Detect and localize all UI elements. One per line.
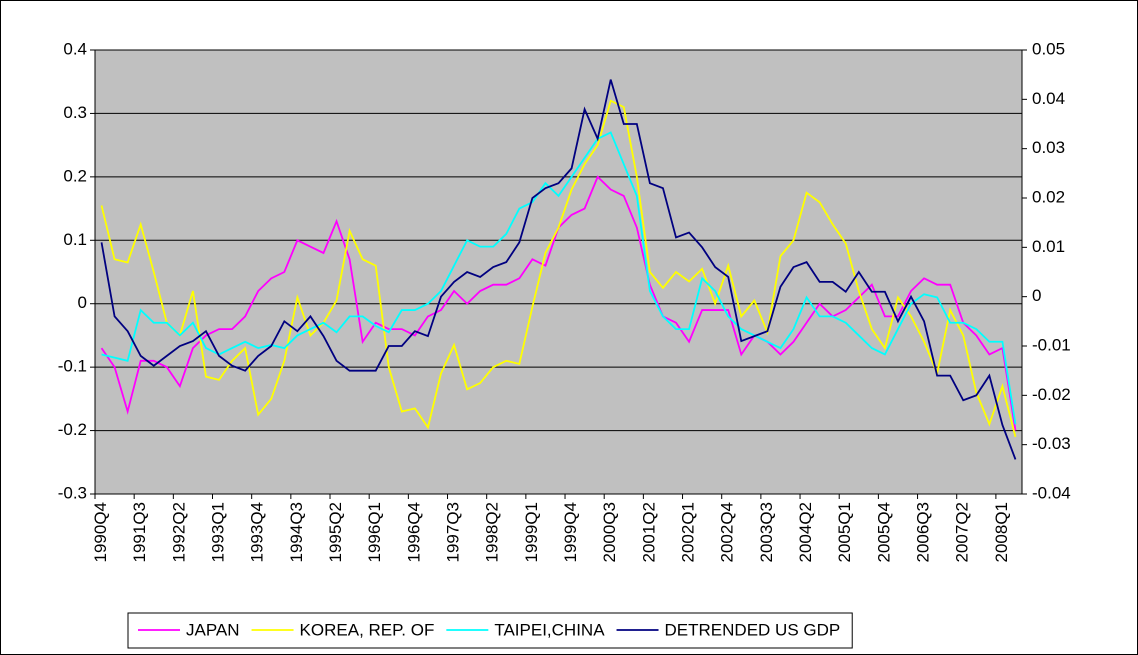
y2-tick-label: 0.03 xyxy=(1032,138,1065,157)
y-tick-label: 0.4 xyxy=(63,39,87,58)
legend-label: KOREA, REP. OF xyxy=(300,620,435,639)
y2-tick-label: 0.05 xyxy=(1032,39,1065,58)
series-line xyxy=(100,79,1017,460)
x-tick-label: 1999Q1 xyxy=(522,502,541,563)
x-tick-label: 1992Q2 xyxy=(169,502,188,563)
x-tick-label: 1995Q2 xyxy=(326,502,345,563)
x-tick-label: 1994Q3 xyxy=(287,502,306,563)
y-tick-label: 0 xyxy=(78,293,87,312)
y2-tick-label: 0 xyxy=(1032,286,1041,305)
series-line xyxy=(100,99,1017,438)
x-tick-label: 1991Q3 xyxy=(130,502,149,563)
x-tick-label: 1996Q1 xyxy=(365,502,384,563)
y2-tick-label: -0.03 xyxy=(1032,434,1071,453)
y-tick-label: 0.3 xyxy=(63,103,87,122)
x-tick-label: 2000Q3 xyxy=(600,502,619,563)
x-tick-label: 2002Q1 xyxy=(679,502,698,563)
x-tick-label: 1999Q4 xyxy=(561,502,580,563)
y-tick-label: -0.1 xyxy=(58,357,87,376)
x-tick-label: 2004Q2 xyxy=(796,502,815,563)
y2-tick-label: -0.01 xyxy=(1032,335,1071,354)
x-tick-label: 2001Q2 xyxy=(639,502,658,563)
x-tick-label: 1993Q4 xyxy=(248,502,267,563)
x-tick-label: 2006Q3 xyxy=(914,502,933,563)
x-tick-label: 2003Q3 xyxy=(757,502,776,563)
legend: JAPAN KOREA, REP. OF TAIPEI,CHINA DETRENDED… xyxy=(127,612,853,649)
y2-tick-label: -0.02 xyxy=(1032,385,1071,404)
y2-tick-label: 0.01 xyxy=(1032,237,1065,256)
y-tick-label: 0.1 xyxy=(63,230,87,249)
x-tick-label: 1990Q4 xyxy=(91,502,110,563)
y-tick-label: -0.3 xyxy=(58,483,87,502)
y-tick-label: -0.2 xyxy=(58,420,87,439)
y-tick-label: 0.2 xyxy=(63,166,87,185)
x-tick-label: 2007Q2 xyxy=(953,502,972,563)
x-tick-label: 2005Q4 xyxy=(874,502,893,563)
x-tick-label: 1997Q3 xyxy=(444,502,463,563)
y2-tick-label: 0.02 xyxy=(1032,187,1065,206)
legend-box xyxy=(127,612,853,649)
legend-label: TAIPEI,CHINA xyxy=(494,620,605,639)
legend-label: JAPAN xyxy=(186,620,240,639)
x-tick-label: 1998Q2 xyxy=(483,502,502,563)
x-tick-label: 2005Q1 xyxy=(835,502,854,563)
plot-area xyxy=(94,49,1023,495)
x-tick-label: 1996Q4 xyxy=(404,502,423,563)
y2-tick-label: 0.04 xyxy=(1032,89,1065,108)
x-tick-label: 2008Q1 xyxy=(992,502,1011,563)
x-tick-label: 1993Q1 xyxy=(209,502,228,563)
y2-tick-label: -0.04 xyxy=(1032,483,1071,502)
x-tick-label: 2002Q4 xyxy=(718,502,737,563)
legend-label: DETRENDED US GDP xyxy=(665,620,841,639)
series-line xyxy=(101,131,1017,425)
